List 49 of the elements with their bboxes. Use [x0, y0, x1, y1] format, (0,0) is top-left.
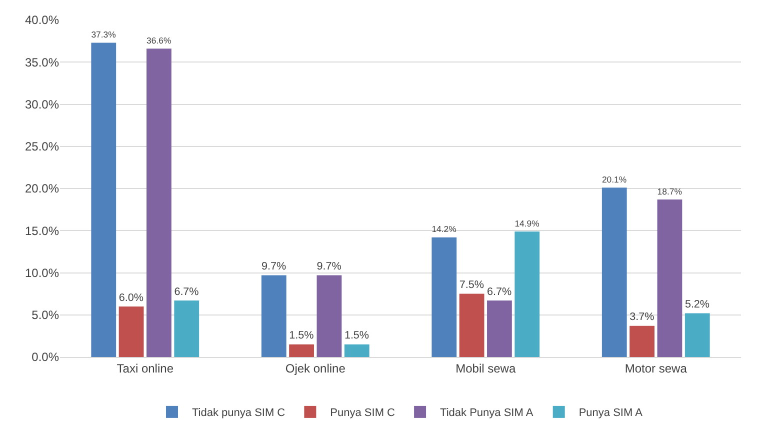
data-label: 6.0% [118, 292, 144, 304]
bar [630, 326, 654, 357]
data-label: 1.5% [344, 330, 370, 342]
legend-label: Tidak punya SIM C [192, 407, 286, 420]
bar [432, 237, 457, 357]
y-tick-label: 40.0% [24, 13, 60, 28]
bar [91, 42, 116, 357]
data-label: 9.7% [316, 260, 342, 273]
data-label: 14.2% [432, 224, 457, 234]
y-tick-label: 5.0% [32, 308, 60, 322]
data-label: 5.2% [684, 298, 710, 310]
bar [657, 199, 682, 357]
data-label: 18.7% [657, 186, 682, 196]
bar [261, 275, 286, 357]
data-label: 1.5% [289, 330, 314, 342]
legend-label: Tidak Punya SIM A [440, 407, 534, 420]
bar [514, 231, 540, 357]
x-tick-label: Taxi online [116, 361, 174, 376]
bar [487, 300, 512, 357]
bar [174, 300, 200, 357]
data-label: 6.7% [487, 286, 512, 298]
x-tick-label: Mobil sewa [456, 361, 516, 376]
x-tick-label: Motor sewa [624, 361, 688, 376]
y-tick-label: 0.0% [32, 350, 60, 364]
x-tick-label: Ojek online [285, 361, 346, 376]
data-label: 14.9% [514, 218, 540, 228]
data-label: 7.5% [459, 279, 484, 292]
bar [344, 344, 370, 357]
data-label: 20.1% [602, 174, 627, 184]
y-tick-label: 35.0% [24, 55, 60, 70]
y-tick-label: 15.0% [24, 224, 60, 238]
data-label: 9.7% [261, 260, 286, 273]
y-tick-label: 25.0% [24, 140, 60, 154]
bar [289, 344, 314, 357]
bar [459, 294, 484, 357]
data-label: 6.7% [174, 286, 200, 298]
data-label: 3.7% [630, 311, 655, 324]
bar [118, 306, 144, 357]
legend-label: Punya SIM C [330, 407, 396, 420]
data-label: 37.3% [91, 30, 116, 40]
y-tick-label: 30.0% [24, 97, 60, 112]
bar [316, 275, 342, 357]
y-tick-label: 20.0% [24, 182, 60, 196]
y-tick-label: 10.0% [24, 266, 60, 280]
bar [146, 48, 172, 357]
data-label: 36.6% [146, 35, 172, 46]
bar [602, 188, 627, 357]
legend-label: Punya SIM A [578, 407, 644, 420]
bar [684, 313, 710, 357]
